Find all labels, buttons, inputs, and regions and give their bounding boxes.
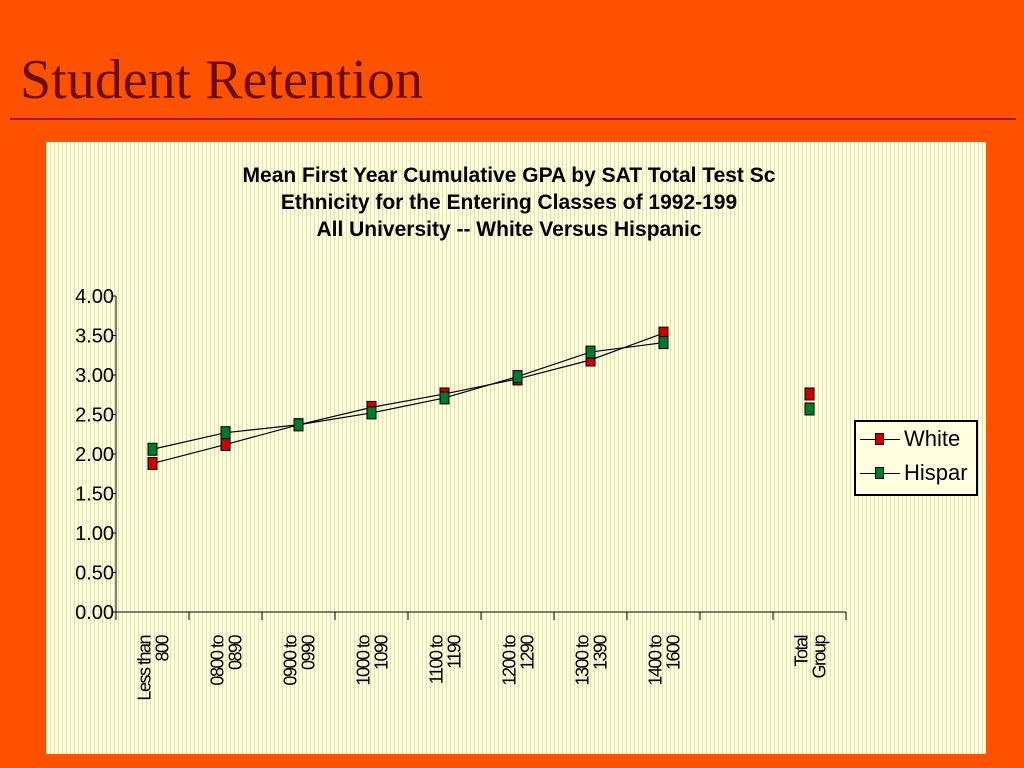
x-tick-label-line: 1400 to: [646, 635, 666, 686]
x-tick-label-line: 1190: [445, 635, 465, 669]
data-point-hispar: [658, 336, 669, 350]
x-tick-label-line: Total: [792, 636, 812, 667]
x-tick-label-line: 1600: [664, 635, 684, 671]
x-tick-label-line: 1290: [518, 635, 538, 671]
legend-label-white: White: [904, 426, 961, 451]
x-tick-label-line: 1200 to: [500, 635, 520, 686]
y-tick-label: 3.50: [75, 326, 114, 348]
data-point-white: [804, 387, 815, 401]
y-tick-label: 4.00: [75, 286, 114, 308]
y-tick-label: 0.50: [75, 563, 114, 585]
chart-panel: Mean First Year Cumulative GPA by SAT To…: [46, 142, 986, 754]
x-tick-label-line: 0800 to: [208, 635, 228, 686]
data-point-white: [220, 438, 231, 452]
title-divider: [10, 118, 1016, 120]
data-point-white: [147, 456, 158, 470]
y-tick-label: 2.50: [75, 405, 114, 427]
x-tick-label-line: 1390: [591, 635, 611, 671]
y-tick-label: 3.00: [75, 365, 114, 387]
chart-title: Mean First Year Cumulative GPA by SAT To…: [164, 162, 854, 243]
chart-legend: White Hispar: [854, 420, 978, 496]
series-line-white: [152, 332, 664, 465]
legend-item-hispanic: Hispar: [860, 460, 976, 486]
x-tick-label-line: 800: [153, 635, 173, 662]
x-tick-label-line: 0890: [226, 635, 246, 671]
x-tick-label-line: 0900 to: [281, 635, 301, 686]
chart-title-line-1: Mean First Year Cumulative GPA by SAT To…: [242, 164, 776, 187]
data-point-hispar: [439, 391, 450, 405]
legend-marker-white: [875, 433, 884, 445]
data-point-hispar: [585, 345, 596, 359]
data-point-hispar: [366, 406, 377, 420]
line-chart: 4.00 3.50 3.00 2.50 2.00 1.50 1.00 0.50 0.00 Less…: [75, 286, 847, 701]
data-point-hispar: [220, 426, 231, 440]
legend-label-hispanic: Hispar: [904, 460, 968, 485]
x-tick-label-line: 1090: [372, 635, 392, 671]
y-tick-label: 1.00: [75, 523, 114, 545]
x-tick-label-line: 1300 to: [573, 635, 593, 686]
data-point-hispar: [293, 418, 304, 432]
slide-title: Student Retention: [20, 49, 423, 111]
x-tick-label-line: Less than: [135, 636, 155, 701]
legend-item-white: White: [860, 426, 976, 452]
series-line-hispar: [152, 342, 664, 450]
legend-marker-hispanic: [875, 467, 884, 479]
chart-title-line-2: Ethnicity for the Entering Classes of 19…: [280, 191, 738, 214]
data-point-hispar: [804, 402, 815, 416]
x-tick-label-line: 1100 to: [427, 635, 447, 685]
x-tick-label-line: 1000 to: [354, 635, 374, 686]
y-tick-label: 0.00: [75, 602, 114, 624]
y-tick-label: 1.50: [75, 484, 114, 506]
data-point-hispar: [147, 442, 158, 456]
x-tick-label-line: 0990: [299, 635, 319, 671]
data-point-hispar: [512, 370, 523, 384]
chart-title-line-3: All University -- White Versus Hispanic: [316, 218, 702, 241]
x-tick-label-line: Group: [810, 635, 830, 679]
y-tick-label: 2.00: [75, 444, 114, 466]
